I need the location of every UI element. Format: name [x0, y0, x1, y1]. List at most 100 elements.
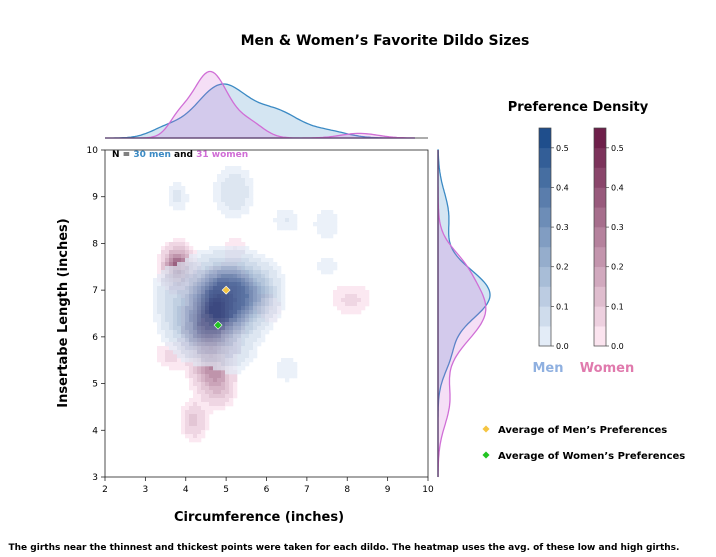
- heatmap-cell: [213, 382, 218, 387]
- heatmap-cell: [245, 306, 250, 311]
- heatmap-cell: [213, 378, 218, 383]
- heatmap-cell: [237, 350, 242, 355]
- heatmap-cell: [277, 226, 282, 231]
- heatmap-cell: [185, 370, 190, 375]
- heatmap-cell: [273, 290, 278, 295]
- heatmap-cell: [265, 326, 270, 331]
- heatmap-cell: [321, 226, 326, 231]
- heatmap-cell: [189, 430, 194, 435]
- heatmap-cell: [213, 354, 218, 359]
- heatmap-cell: [245, 318, 250, 323]
- heatmap-cell: [229, 214, 234, 219]
- heatmap-cell: [281, 218, 286, 223]
- heatmap-cell: [217, 274, 222, 279]
- heatmap-cell: [357, 298, 362, 303]
- heatmap-cell: [325, 234, 330, 239]
- heatmap-cell: [357, 286, 362, 291]
- colorbar-level: [594, 266, 606, 287]
- heatmap-cell: [229, 174, 234, 179]
- chart-title: Men & Women’s Favorite Dildo Sizes: [241, 33, 530, 49]
- heatmap-cell: [245, 286, 250, 291]
- heatmap-cell: [197, 418, 202, 423]
- heatmap-cell: [233, 238, 238, 243]
- heatmap-cell: [169, 338, 174, 343]
- heatmap-cell: [153, 310, 158, 315]
- heatmap-cell: [213, 394, 218, 399]
- heatmap-cell: [225, 330, 230, 335]
- heatmap-cell: [193, 310, 198, 315]
- heatmap-cell: [277, 274, 282, 279]
- heatmap-cell: [189, 318, 194, 323]
- heatmap-cell: [281, 298, 286, 303]
- heatmap-cell: [165, 254, 170, 259]
- heatmap-cell: [253, 266, 258, 271]
- heatmap-cell: [237, 202, 242, 207]
- y-tick-label: 9: [92, 193, 98, 203]
- heatmap-cell: [217, 370, 222, 375]
- heatmap-cell: [209, 410, 214, 415]
- heatmap-cell: [185, 354, 190, 359]
- heatmap-cell: [197, 366, 202, 371]
- heatmap-cell: [361, 298, 366, 303]
- heatmap-cell: [173, 194, 178, 199]
- heatmap-cell: [217, 262, 222, 267]
- heatmap-cell: [229, 170, 234, 175]
- heatmap-cell: [261, 258, 266, 263]
- heatmap-cell: [217, 350, 222, 355]
- heatmap-cell: [233, 250, 238, 255]
- heatmap-cell: [173, 278, 178, 283]
- heatmap-cell: [221, 346, 226, 351]
- heatmap-cell: [289, 370, 294, 375]
- heatmap-cell: [165, 290, 170, 295]
- heatmap-cell: [181, 194, 186, 199]
- heatmap-cell: [277, 366, 282, 371]
- heatmap-cell: [273, 270, 278, 275]
- heatmap-cell: [213, 274, 218, 279]
- heatmap-cell: [205, 278, 210, 283]
- heatmap-cell: [221, 382, 226, 387]
- heatmap-cell: [253, 294, 258, 299]
- heatmap-cell: [205, 338, 210, 343]
- heatmap-cell: [225, 178, 230, 183]
- heatmap-cell: [229, 206, 234, 211]
- heatmap-cell: [325, 258, 330, 263]
- heatmap-cell: [153, 278, 158, 283]
- heatmap-cell: [193, 270, 198, 275]
- heatmap-cell: [189, 338, 194, 343]
- heatmap-cell: [169, 358, 174, 363]
- heatmap-cell: [193, 374, 198, 379]
- heatmap-cell: [241, 170, 246, 175]
- colorbar-level: [539, 207, 551, 228]
- heatmap-cell: [169, 302, 174, 307]
- heatmap-cell: [269, 294, 274, 299]
- heatmap-cell: [197, 274, 202, 279]
- colorbar-frame: [593, 127, 607, 347]
- colorbar-title: Preference Density: [508, 100, 649, 115]
- heatmap-cell: [321, 266, 326, 271]
- heatmap-cell: [293, 214, 298, 219]
- heatmap-cell: [233, 358, 238, 363]
- colorbar-frame: [538, 127, 552, 347]
- heatmap-cell: [281, 222, 286, 227]
- heatmap-cell: [281, 374, 286, 379]
- heatmap-cell: [237, 322, 242, 327]
- heatmap-cell: [225, 306, 230, 311]
- heatmap-cell: [221, 366, 226, 371]
- heatmap-cell: [221, 370, 226, 375]
- heatmap-cell: [197, 310, 202, 315]
- heatmap-cell: [261, 322, 266, 327]
- heatmap-cell: [249, 302, 254, 307]
- heatmap-cell: [169, 314, 174, 319]
- colorbar-tick-label: 0.0: [556, 342, 569, 351]
- heatmap-cell: [217, 190, 222, 195]
- heatmap-cell: [233, 166, 238, 171]
- colorbar-level: [594, 207, 606, 228]
- heatmap-cell: [209, 290, 214, 295]
- heatmap-cell: [217, 282, 222, 287]
- heatmap-cell: [221, 274, 226, 279]
- heatmap-cell: [285, 370, 290, 375]
- heatmap-cell: [221, 294, 226, 299]
- heatmap-cell: [189, 302, 194, 307]
- heatmap-cell: [217, 362, 222, 367]
- heatmap-cell: [185, 306, 190, 311]
